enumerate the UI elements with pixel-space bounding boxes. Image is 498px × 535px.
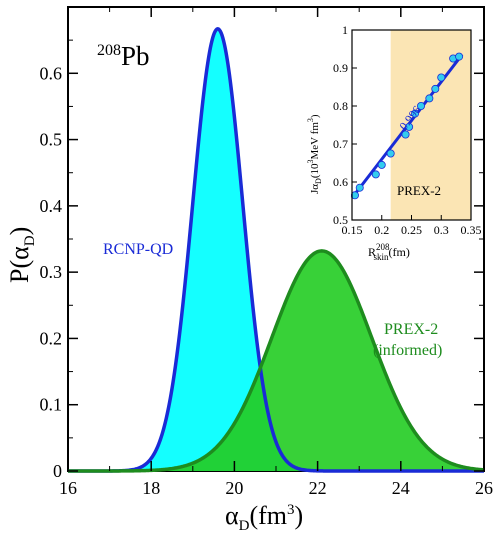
inset-axis-ticks: 0.15 0.2 0.25 0.3 0.35 0.5 0.6 0.7 0.8 0.9 1	[333, 23, 482, 237]
inset-x-tick-label: 0.2	[374, 223, 389, 237]
x-tick-label: 26	[475, 478, 493, 498]
inset-data-point	[411, 109, 420, 118]
inset-data-point	[425, 94, 434, 103]
inset-data-point	[355, 183, 364, 192]
inset-y-tick-label: 1	[342, 23, 348, 37]
y-tick-label: 0	[53, 461, 62, 481]
x-axis-label: αD(fm3)	[225, 501, 303, 534]
inset-points	[350, 52, 464, 200]
x-tick-label: 22	[309, 478, 327, 498]
inset-data-point	[405, 122, 414, 131]
inset-x-tick-label: 0.3	[434, 223, 449, 237]
inset-data-point	[371, 170, 380, 179]
y-tick-label: 0.6	[40, 63, 63, 83]
x-tick-label: 20	[225, 478, 243, 498]
y-tick-label: 0.4	[40, 196, 63, 216]
y-tick-label: 0.3	[40, 262, 63, 282]
inset-data-point	[431, 84, 440, 93]
x-tick-label: 18	[142, 478, 160, 498]
inset-y-axis-label: JαD(103MeV fm3)	[306, 114, 323, 194]
inset-data-point	[437, 73, 446, 82]
inset-data-point	[350, 191, 359, 200]
main-axis-ticks: 16 18 20 22 24 26 0 0.1 0.2 0.3 0.4 0.5 0.6	[40, 7, 493, 498]
inset-x-tick-label: 0.15	[342, 223, 363, 237]
y-axis-label: P(αD)	[5, 227, 38, 283]
x-tick-label: 16	[59, 478, 77, 498]
nucleus-label: 208Pb	[97, 41, 150, 71]
rcnp-qd-label: RCNP-QD	[103, 241, 173, 258]
inset-plot: 0.15 0.2 0.25 0.3 0.350.50.60.70.80.91 0.996…	[306, 23, 482, 262]
prex2-label: PREX-2	[384, 321, 438, 338]
y-tick-label: 0.2	[40, 328, 63, 348]
inset-y-tick-label: 0.5	[333, 213, 348, 227]
inset-data-point	[401, 130, 410, 139]
y-tick-label: 0.5	[40, 130, 63, 150]
inset-x-tick-label: 0.25	[401, 223, 422, 237]
inset-y-tick-label: 0.9	[333, 61, 348, 75]
inset-x-axis-label: R208 skin(fm)	[368, 242, 410, 262]
inset-data-point	[377, 160, 386, 169]
inset-data-point	[386, 149, 395, 158]
inset-data-point	[417, 102, 426, 111]
prex2-area	[68, 250, 484, 471]
prex2-curve	[68, 249, 485, 473]
inset-data-point	[455, 52, 464, 61]
prex2-informed-label: (informed)	[373, 342, 442, 359]
y-tick-label: 0.1	[40, 395, 63, 415]
inset-y-tick-label: 0.8	[333, 99, 348, 113]
x-tick-label: 24	[392, 478, 410, 498]
rcnp-qd-curve	[68, 27, 484, 473]
inset-y-tick-label: 0.6	[333, 175, 348, 189]
inset-band-label: PREX-2	[397, 183, 441, 198]
inset-y-tick-label: 0.7	[333, 137, 348, 151]
inset-x-tick-label: 0.35	[461, 223, 482, 237]
